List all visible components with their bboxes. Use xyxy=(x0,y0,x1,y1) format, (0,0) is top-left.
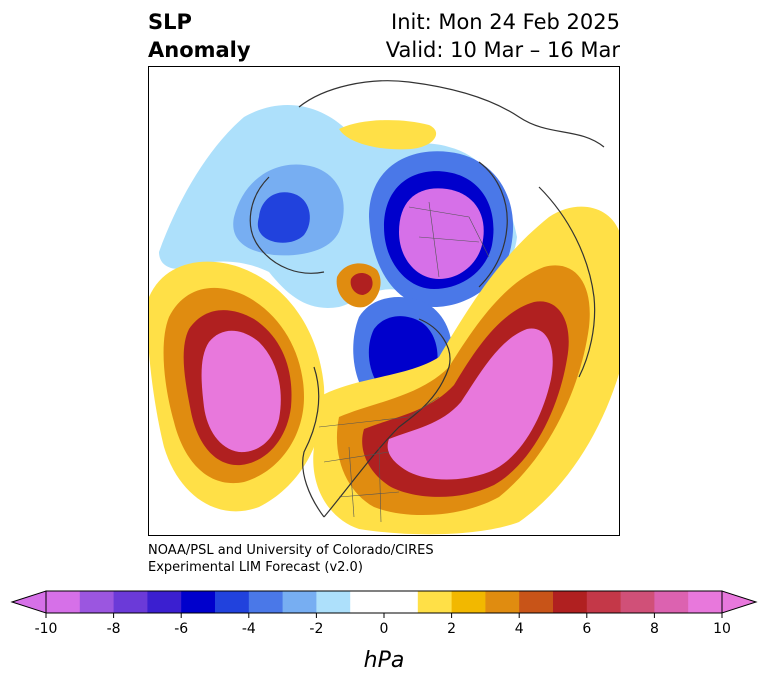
colorbar-segment xyxy=(485,591,520,613)
colorbar: -10 -8 -6 -4 -2 0 2 4 6 8 10 xyxy=(10,590,758,637)
boundaries xyxy=(318,201,490,523)
colorbar-extend-low xyxy=(10,590,47,614)
colorbar-segment xyxy=(215,591,250,613)
colorbar-unit: hPa xyxy=(363,648,405,673)
colorbar-segment xyxy=(654,591,689,613)
colorbar-segment xyxy=(384,591,419,613)
credit-line-2: Experimental LIM Forecast (v2.0) xyxy=(148,560,363,575)
positive-anomaly-atlantic-max xyxy=(387,328,553,480)
colorbar-ticks: -10 -8 -6 -4 -2 0 2 4 6 8 10 xyxy=(35,613,731,637)
negative-anomaly-core-west xyxy=(257,192,310,243)
colorbar-segment xyxy=(417,591,453,613)
colorbar-segment xyxy=(620,591,655,613)
colorbar-segment xyxy=(79,591,115,613)
colorbar-segment xyxy=(248,591,284,613)
colorbar-tick-label: -8 xyxy=(107,621,121,637)
colorbar-segments xyxy=(46,591,723,613)
colorbar-tick-label: -10 xyxy=(35,621,58,637)
colorbar-segment xyxy=(316,591,351,613)
colorbar-segment xyxy=(586,591,622,613)
colorbar-tick-label: 2 xyxy=(447,621,456,637)
colorbar-segment xyxy=(451,591,486,613)
negative-anomaly-arctic-max xyxy=(399,188,484,279)
colorbar-segment xyxy=(181,591,216,613)
init-date: Init: Mon 24 Feb 2025 xyxy=(391,10,620,34)
anomaly-map xyxy=(148,66,620,536)
map-canvas xyxy=(149,80,619,535)
title-line-2: Anomaly xyxy=(148,38,251,62)
colorbar-tick-label: 4 xyxy=(515,621,524,637)
credit-line-1: NOAA/PSL and University of Colorado/CIRE… xyxy=(148,543,434,558)
colorbar-segment xyxy=(553,591,588,613)
colorbar-segment xyxy=(46,591,81,613)
colorbar-tick-label: 0 xyxy=(380,621,389,637)
colorbar-tick-label: 10 xyxy=(713,621,731,637)
colorbar-tick-label: -2 xyxy=(309,621,323,637)
positive-anomaly-small-core xyxy=(350,273,373,295)
title-line-1: SLP xyxy=(148,10,192,34)
colorbar-tick-label: -6 xyxy=(174,621,188,637)
colorbar-segment xyxy=(282,591,317,613)
colorbar-segment xyxy=(113,591,148,613)
coastlines xyxy=(249,80,605,518)
colorbar-segment xyxy=(147,591,182,613)
valid-range: Valid: 10 Mar – 16 Mar xyxy=(385,38,620,62)
positive-anomaly-north xyxy=(339,120,437,150)
colorbar-tick-label: 6 xyxy=(582,621,591,637)
colorbar-extend-high xyxy=(721,590,758,614)
colorbar-tick-label: -4 xyxy=(242,621,256,637)
map-title: SLP Anomaly xyxy=(148,8,251,64)
forecast-dates: Init: Mon 24 Feb 2025 Valid: 10 Mar – 16… xyxy=(386,8,620,64)
colorbar-tick-label: 8 xyxy=(650,621,659,637)
colorbar-segment xyxy=(688,591,723,613)
credit-text: NOAA/PSL and University of Colorado/CIRE… xyxy=(148,542,434,576)
positive-anomaly-pacific-max xyxy=(201,330,281,453)
colorbar-segment xyxy=(519,591,554,613)
colorbar-segment xyxy=(350,591,385,613)
